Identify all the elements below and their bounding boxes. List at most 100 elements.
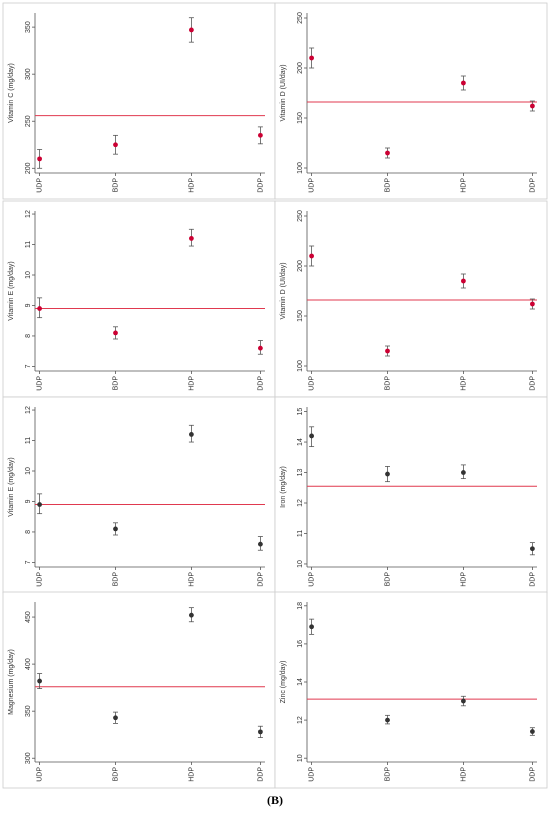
data-point	[530, 729, 535, 734]
y-tick-label: 300	[25, 752, 32, 764]
x-tick-label: BDP	[113, 376, 120, 391]
data-point	[189, 612, 194, 618]
x-tick-label: HDP	[188, 376, 195, 391]
y-tick-label: 8	[25, 334, 32, 338]
x-tick-label: DDP	[257, 376, 264, 391]
x-tick-label: UDP	[37, 767, 44, 782]
data-point	[385, 717, 390, 723]
x-tick-label: BDP	[113, 767, 120, 782]
panel-border	[274, 396, 548, 594]
y-tick-label: 12	[25, 210, 32, 218]
data-point	[309, 253, 314, 259]
x-tick-label: BDP	[385, 572, 392, 587]
x-tick-label: DDP	[257, 767, 264, 782]
data-point	[113, 715, 118, 721]
data-point	[309, 624, 314, 630]
data-point	[37, 306, 42, 311]
panel-border	[2, 200, 276, 398]
x-tick-label: DDP	[529, 376, 536, 391]
x-tick-label: UDP	[37, 376, 44, 391]
x-tick-label: UDP	[309, 572, 316, 587]
data-point	[258, 729, 263, 735]
y-tick-label: 100	[297, 162, 304, 174]
x-tick-label: DDP	[529, 572, 536, 587]
y-tick-label: 7	[25, 364, 32, 368]
x-tick-label: HDP	[460, 178, 467, 193]
data-point	[385, 150, 390, 156]
x-tick-label: UDP	[309, 178, 316, 193]
y-tick-label: 9	[25, 499, 32, 503]
y-tick-label: 8	[25, 530, 32, 534]
data-point	[258, 132, 263, 138]
data-point	[461, 80, 466, 86]
y-tick-label: 9	[25, 303, 32, 307]
y-tick-label: 250	[297, 12, 304, 24]
data-point	[309, 55, 314, 61]
x-tick-label: BDP	[385, 376, 392, 391]
y-tick-label: 7	[25, 560, 32, 564]
data-point	[258, 541, 263, 547]
x-tick-label: DDP	[257, 572, 264, 587]
x-tick-label: HDP	[460, 767, 467, 782]
data-point	[113, 330, 118, 336]
y-tick-label: 18	[297, 602, 304, 610]
data-point	[461, 698, 466, 704]
y-tick-label: 250	[25, 115, 32, 127]
data-point	[309, 433, 314, 439]
data-point	[189, 236, 194, 241]
y-tick-label: 10	[25, 271, 32, 279]
y-tick-label: 450	[25, 611, 32, 623]
chart-panel-5: 7 8 9 10 11 12 Vitamin E (mg/day) UDP BDP HDP DDP	[2, 396, 276, 594]
chart-panel-7: 300 350 400 450 Magnesium (mg/day) UDP BDP HDP D…	[2, 591, 276, 789]
data-point	[37, 502, 42, 507]
data-point	[37, 678, 42, 684]
y-tick-label: 150	[297, 310, 304, 322]
panel-border	[274, 591, 548, 789]
x-tick-label: BDP	[385, 178, 392, 193]
y-axis-title: Vitamin D (UI/day)	[280, 262, 287, 319]
panel-border	[2, 2, 276, 200]
x-tick-label: UDP	[309, 376, 316, 391]
y-axis-title: Magnesium (mg/day)	[8, 649, 15, 715]
y-tick-label: 15	[297, 408, 304, 416]
y-tick-label: 300	[25, 68, 32, 80]
x-tick-label: HDP	[188, 767, 195, 782]
x-tick-label: BDP	[113, 572, 120, 587]
data-point	[113, 142, 118, 148]
y-axis-title: Iron (mg/day)	[280, 466, 287, 508]
data-point	[385, 348, 390, 354]
data-point	[189, 432, 194, 437]
x-tick-label: HDP	[460, 572, 467, 587]
panel-border	[2, 591, 276, 789]
chart-panel-2: 100 150 200 250 Vitamin D (UI/day) UDP BDP HDP D…	[274, 2, 548, 200]
data-point	[461, 278, 466, 284]
y-tick-label: 200	[25, 162, 32, 174]
y-tick-label: 200	[297, 260, 304, 272]
chart-panel-4: 100 150 200 250 Vitamin D (UI/day) UDP BDP HDP D…	[274, 200, 548, 398]
x-tick-label: UDP	[309, 767, 316, 782]
y-tick-label: 14	[297, 678, 304, 686]
y-axis-title: Vitamin C (mg/day)	[8, 63, 15, 123]
y-tick-label: 12	[297, 716, 304, 724]
y-axis-title: Vitamin E (mg/day)	[8, 261, 15, 320]
y-tick-label: 350	[25, 705, 32, 717]
y-tick-label: 250	[297, 210, 304, 222]
y-tick-label: 12	[297, 499, 304, 507]
data-point	[530, 546, 535, 552]
data-point	[258, 345, 263, 351]
x-tick-label: DDP	[529, 767, 536, 782]
y-tick-label: 11	[25, 437, 32, 444]
x-tick-label: DDP	[257, 178, 264, 193]
y-tick-label: 14	[297, 438, 304, 446]
x-tick-label: UDP	[37, 572, 44, 587]
y-axis-title: Vitamin D (UI/day)	[280, 64, 287, 121]
y-tick-label: 10	[297, 754, 304, 762]
x-tick-label: UDP	[37, 178, 44, 193]
y-tick-label: 400	[25, 658, 32, 670]
data-point	[530, 301, 535, 307]
y-tick-label: 10	[297, 560, 304, 568]
figure-grid: 200 250 300 350 Vitamin C (mg/day) UDP BDP HDP D…	[2, 2, 548, 789]
chart-panel-1: 200 250 300 350 Vitamin C (mg/day) UDP BDP HDP D…	[2, 2, 276, 200]
y-tick-label: 11	[25, 241, 32, 248]
y-tick-label: 16	[297, 640, 304, 648]
